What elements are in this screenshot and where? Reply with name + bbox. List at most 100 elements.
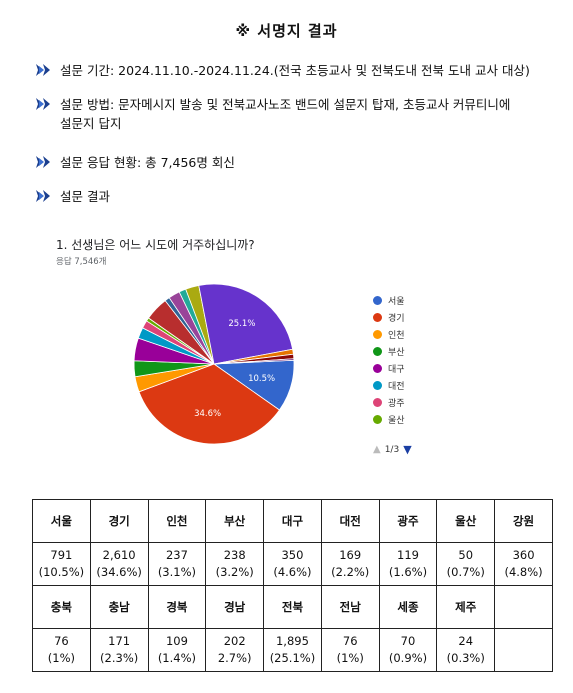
legend-label: 울산 [388,416,405,426]
percent-value: (2.2%) [331,565,370,579]
count-value: 24 [458,634,474,648]
table-row: 791 (10.5%) 2,610 (34.6%) 237 (3.1%) 238 (3.2%)… [32,542,553,586]
pie-slice [138,363,281,445]
double-chevron-icon [36,97,54,111]
region-value-cell: 2,610 (34.6%) [89,542,149,586]
table-row: 충북 충남 경북 경남 전북 전남 세종 제주 [32,585,553,629]
region-value-cell: 360 (4.8%) [494,542,553,586]
double-chevron-icon [36,155,54,169]
region-value-cell: 76 (1%) [32,628,91,672]
count-value: 76 [54,634,69,648]
slice-data-label: 34.6% [194,409,221,419]
region-header-cell: 인천 [147,499,207,543]
legend-swatch [373,313,382,322]
percent-value: (0.7%) [446,565,485,579]
region-value-cell: 50 (0.7%) [436,542,496,586]
percent-value: (4.6%) [273,565,312,579]
double-chevron-icon [36,189,54,203]
bullet-response: 설문 응답 현황: 총 7,456명 회신 [36,153,235,172]
percent-value: (1.4%) [157,651,197,665]
legend-item: 부산 [373,343,405,360]
region-header-cell: 경남 [205,585,265,629]
legend-swatch [373,296,382,305]
legend-pager[interactable]: ▲ 1/3 ▼ [373,443,412,456]
region-value-cell: 109 (1.4%) [147,628,207,672]
pager-label: 1/3 [384,444,400,455]
region-value-cell: 169 (2.2%) [320,542,380,586]
percent-value: 2.7%) [217,651,252,665]
slice-data-label: 10.5% [248,374,275,384]
region-value-cell: 76 (1%) [320,628,380,672]
region-value-cell: 791 (10.5%) [32,542,91,586]
region-value-cell: 238 (3.2%) [205,542,265,586]
legend-item: 울산 [373,411,405,428]
region-value-cell: 171 (2.3%) [89,628,149,672]
slice-data-label: 25.1% [228,319,255,329]
legend-swatch [373,364,382,373]
region-header-cell: 전북 [263,585,322,629]
count-value: 2,610 [102,548,136,562]
percent-value: (34.6%) [96,565,142,579]
legend-item: 대구 [373,360,405,377]
table-row: 76 (1%) 171 (2.3%) 109 (1.4%) 202 2.7%) 1,895 (25… [32,628,553,672]
region-header-cell: 경기 [89,499,149,543]
region-value-cell: 350 (4.6%) [263,542,322,586]
legend-label: 서울 [388,297,405,307]
response-count: 응답 7,546개 [56,257,107,267]
legend-label: 인천 [388,331,405,341]
region-header-cell: 서울 [32,499,91,543]
count-value: 109 [165,634,188,648]
region-header-cell: 충북 [32,585,91,629]
legend-label: 경기 [388,314,405,324]
double-chevron-icon [36,63,54,77]
legend-swatch [373,398,382,407]
table-row: 서울 경기 인천 부산 대구 대전 광주 울산 강원 [32,499,553,543]
percent-value: (1%) [47,651,75,665]
region-value-cell: 119 (1.6%) [378,542,438,586]
percent-value: (0.9%) [388,651,428,665]
triangle-down-icon[interactable]: ▼ [403,443,412,456]
region-header-cell: 대구 [263,499,322,543]
legend-swatch [373,330,382,339]
legend-item: 서울 [373,292,405,309]
count-value: 238 [223,548,246,562]
percent-value: (0.3%) [446,651,485,665]
region-header-cell: 경북 [147,585,207,629]
bullet-period: 설문 기간: 2024.11.10.-2024.11.24.(전국 초등교사 및… [36,61,530,80]
percent-value: (4.8%) [504,565,543,579]
region-header-cell: 전남 [320,585,380,629]
legend-swatch [373,415,382,424]
percent-value: (2.3%) [100,651,139,665]
count-value: 360 [512,548,535,562]
legend-swatch [373,347,382,356]
count-value: 1,895 [275,634,309,648]
bullet-results: 설문 결과 [36,187,110,206]
count-value: 791 [50,548,73,562]
region-value-cell: 202 2.7%) [205,628,265,672]
region-header-cell: 강원 [494,499,553,543]
region-header-cell: 울산 [436,499,496,543]
legend-item: 인천 [373,326,405,343]
legend-item: 대전 [373,377,405,394]
legend-label: 대구 [388,365,405,375]
legend-item: 광주 [373,394,405,411]
region-header-cell [494,585,553,629]
region-value-cell: 1,895 (25.1%) [263,628,322,672]
percent-value: (3.2%) [215,565,254,579]
page-title: ※ 서명지 결과 [235,22,338,40]
count-value: 76 [342,634,358,648]
count-value: 119 [397,548,419,562]
percent-value: (25.1%) [269,651,316,665]
region-header-cell: 대전 [320,499,380,543]
percent-value: (3.1%) [157,565,197,579]
count-value: 50 [458,548,474,562]
region-header-cell: 부산 [205,499,265,543]
triangle-up-icon[interactable]: ▲ [373,444,381,455]
legend-swatch [373,381,382,390]
count-value: 202 [223,634,246,648]
count-value: 171 [108,634,131,648]
region-value-cell: 237 (3.1%) [147,542,207,586]
region-table: 서울 경기 인천 부산 대구 대전 광주 울산 강원 791 (10.5%) 2,610 (34.6%… [32,499,553,672]
legend-item: 경기 [373,309,405,326]
legend-label: 부산 [388,348,405,358]
